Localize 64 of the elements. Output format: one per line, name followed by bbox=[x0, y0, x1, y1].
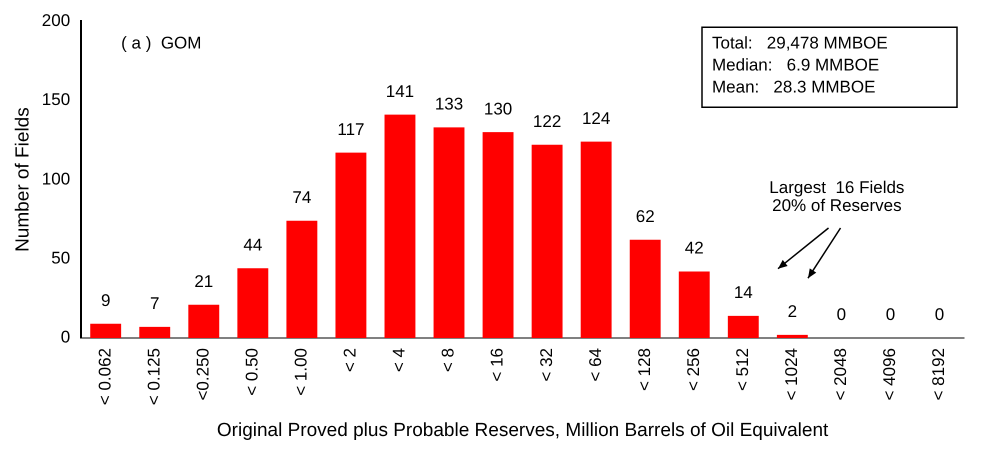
x-tick-label: < 32 bbox=[536, 348, 556, 382]
x-tick-label: < 128 bbox=[634, 348, 654, 392]
annotation: Total: 29,478 MMBOE bbox=[712, 33, 888, 52]
y-tick-label: 150 bbox=[42, 90, 70, 110]
bar bbox=[335, 152, 366, 338]
data-label: 141 bbox=[386, 82, 414, 101]
data-label: 0 bbox=[886, 305, 896, 324]
x-tick-label: < 2 bbox=[340, 348, 360, 372]
x-tick-label: < 2048 bbox=[831, 348, 850, 400]
x-tick-label: < 0.062 bbox=[95, 348, 114, 406]
bar bbox=[434, 127, 464, 338]
x-tick-label: < 0.50 bbox=[242, 348, 262, 396]
y-tick-label: 50 bbox=[51, 248, 70, 268]
x-tick-label: < 64 bbox=[586, 348, 605, 382]
data-label: 2 bbox=[788, 302, 798, 322]
x-tick-label: < 16 bbox=[488, 348, 507, 382]
x-tick-label: < 8192 bbox=[929, 348, 948, 400]
annotation: 20% of Reserves bbox=[772, 196, 902, 215]
x-tick-label: < 1.00 bbox=[292, 348, 311, 396]
bar bbox=[728, 316, 759, 338]
x-tick-label: < 512 bbox=[732, 348, 752, 392]
data-label: 44 bbox=[243, 235, 262, 254]
data-label: 0 bbox=[836, 305, 846, 324]
bar bbox=[384, 114, 416, 338]
x-tick-label: < 4096 bbox=[880, 348, 900, 400]
data-label: 42 bbox=[684, 238, 704, 258]
data-label: 133 bbox=[434, 94, 464, 114]
bar bbox=[90, 324, 122, 338]
x-axis-title: Original Proved plus Probable Reserves, Million Barrels of Oil Equivalent bbox=[216, 420, 830, 441]
bar bbox=[482, 132, 514, 338]
bar bbox=[630, 240, 661, 338]
data-label: 124 bbox=[582, 108, 610, 128]
data-label: 130 bbox=[484, 99, 512, 118]
bar bbox=[237, 268, 268, 338]
y-tick-label: 0 bbox=[60, 328, 70, 347]
data-label: 7 bbox=[150, 294, 160, 314]
x-tick-label: < 0.125 bbox=[144, 348, 164, 406]
data-label: 122 bbox=[532, 112, 562, 131]
x-tick-label: < 1024 bbox=[782, 348, 802, 400]
data-label: 14 bbox=[734, 283, 753, 302]
annotation: Median: 6.9 MMBOE bbox=[712, 55, 880, 74]
x-tick-label: <0.250 bbox=[193, 348, 212, 400]
x-tick-label: < 8 bbox=[438, 348, 458, 372]
data-label: 9 bbox=[100, 290, 110, 310]
bar bbox=[580, 142, 612, 338]
bar bbox=[532, 144, 563, 338]
y-tick-label: 100 bbox=[42, 169, 70, 188]
data-label: 0 bbox=[934, 305, 944, 324]
bar bbox=[139, 326, 170, 338]
bar bbox=[188, 304, 220, 338]
data-label: 74 bbox=[292, 188, 312, 207]
data-label: 62 bbox=[636, 206, 655, 226]
bar bbox=[776, 334, 808, 338]
annotation: ( a ) GOM bbox=[121, 33, 202, 52]
annotation: Largest 16 Fields bbox=[769, 178, 904, 197]
x-tick-label: < 4 bbox=[390, 348, 409, 372]
data-label: 117 bbox=[337, 120, 364, 139]
bar bbox=[678, 271, 710, 338]
data-label: 21 bbox=[194, 272, 214, 291]
x-tick-label: < 256 bbox=[684, 348, 703, 392]
bar bbox=[286, 220, 318, 338]
y-tick-label: 200 bbox=[42, 10, 70, 30]
y-axis-title: Number of Fields bbox=[12, 107, 34, 252]
annotation: Mean: 28.3 MMBOE bbox=[712, 77, 876, 96]
